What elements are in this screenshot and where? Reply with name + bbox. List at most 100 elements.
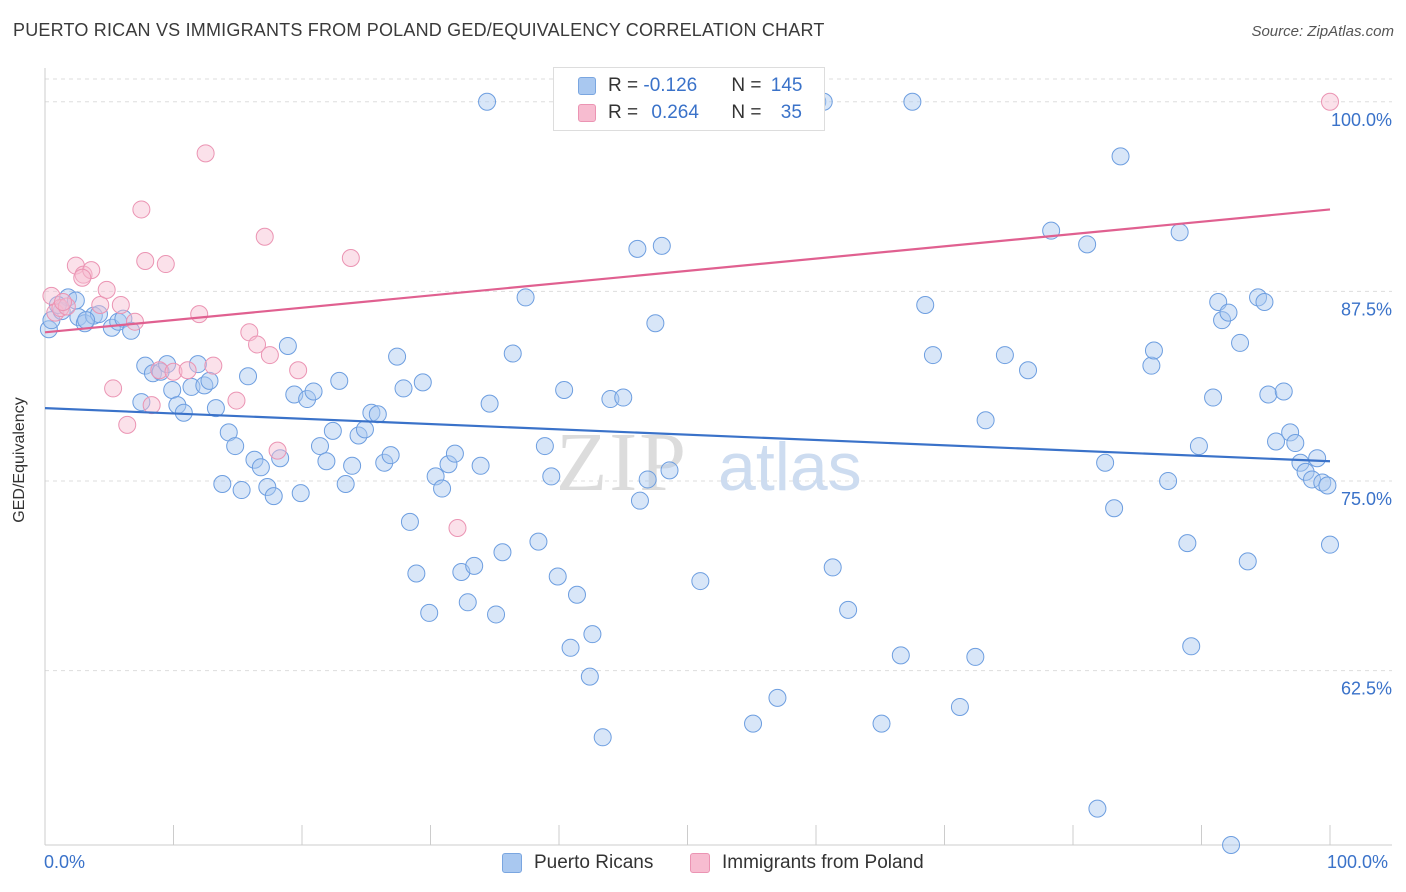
data-point bbox=[1274, 382, 1293, 401]
legend-n-value: 35 bbox=[780, 102, 802, 123]
y-tick-label: 100.0% bbox=[1331, 110, 1392, 130]
data-point bbox=[891, 646, 910, 665]
data-point bbox=[413, 373, 432, 392]
data-point bbox=[310, 437, 329, 456]
data-point bbox=[516, 288, 535, 307]
data-point bbox=[593, 728, 612, 747]
chart-title: PUERTO RICAN VS IMMIGRANTS FROM POLAND G… bbox=[13, 20, 825, 40]
series-puerto-ricans bbox=[39, 92, 1339, 854]
data-point bbox=[132, 393, 151, 412]
data-point bbox=[190, 305, 209, 324]
data-point bbox=[1213, 311, 1232, 330]
data-point bbox=[535, 437, 554, 456]
data-point bbox=[1308, 449, 1327, 468]
data-point bbox=[298, 390, 317, 409]
y-tick-label: 62.5% bbox=[1341, 679, 1392, 699]
data-point bbox=[1222, 836, 1241, 854]
data-point bbox=[268, 441, 287, 460]
data-point bbox=[995, 346, 1014, 365]
data-point bbox=[232, 481, 251, 500]
data-point bbox=[529, 532, 548, 551]
watermark: ZIP atlas bbox=[556, 416, 862, 509]
data-point bbox=[601, 390, 620, 409]
data-point bbox=[903, 92, 922, 111]
data-point bbox=[368, 405, 387, 424]
data-point bbox=[278, 336, 297, 355]
legend-r-value: 0.264 bbox=[651, 102, 699, 123]
data-point bbox=[872, 714, 891, 733]
data-point bbox=[638, 470, 657, 489]
data-point bbox=[111, 296, 130, 315]
data-point bbox=[164, 362, 183, 381]
data-point bbox=[260, 346, 279, 365]
data-point bbox=[136, 356, 155, 375]
correlation-legend: R = -0.126 N = 145 R = 0.264 N = 35 bbox=[553, 67, 825, 131]
data-point bbox=[200, 371, 219, 390]
data-point bbox=[178, 361, 197, 380]
data-point bbox=[248, 335, 267, 354]
bottom-legend-puerto-ricans: Puerto Ricans bbox=[502, 852, 653, 874]
data-point bbox=[1189, 437, 1208, 456]
data-point bbox=[188, 355, 207, 374]
data-point bbox=[375, 453, 394, 472]
data-point bbox=[433, 479, 452, 498]
data-point bbox=[614, 388, 633, 407]
data-point bbox=[245, 450, 264, 469]
data-point bbox=[66, 291, 85, 310]
bottom-legend-immigrants-from-poland: Immigrants from Poland bbox=[690, 852, 924, 874]
data-point bbox=[493, 543, 512, 562]
data-point bbox=[400, 512, 419, 531]
data-point bbox=[341, 248, 360, 267]
data-point bbox=[823, 558, 842, 577]
data-point bbox=[1178, 534, 1197, 553]
bottom-legend-label-immigrants-from-poland: Immigrants from Poland bbox=[722, 852, 924, 873]
data-point bbox=[448, 518, 467, 537]
data-point bbox=[420, 603, 439, 622]
data-point bbox=[227, 391, 246, 410]
data-point bbox=[976, 411, 995, 430]
data-point bbox=[343, 456, 362, 475]
data-point bbox=[1170, 223, 1189, 242]
data-point bbox=[1142, 356, 1161, 375]
data-point bbox=[104, 379, 123, 398]
data-point bbox=[330, 371, 349, 390]
data-point bbox=[471, 456, 490, 475]
legend-n-label: N = bbox=[731, 75, 767, 96]
data-point bbox=[1318, 476, 1337, 495]
data-point bbox=[182, 377, 201, 396]
data-point bbox=[323, 421, 342, 440]
legend-swatch-blue bbox=[578, 77, 596, 95]
data-point bbox=[744, 714, 763, 733]
data-point bbox=[1286, 434, 1305, 453]
x-tick-label-max: 100.0% bbox=[1327, 852, 1389, 872]
data-point bbox=[1204, 388, 1223, 407]
trend-line-immigrants-from-poland bbox=[44, 208, 1331, 334]
data-point bbox=[151, 362, 170, 381]
data-point bbox=[239, 367, 258, 386]
data-point bbox=[407, 564, 426, 583]
data-point bbox=[1096, 453, 1115, 472]
data-point bbox=[132, 200, 151, 219]
data-point bbox=[1159, 471, 1178, 490]
data-point bbox=[163, 380, 182, 399]
bottom-legend-swatch-blue bbox=[502, 853, 522, 873]
data-point bbox=[264, 487, 283, 506]
data-point bbox=[646, 314, 665, 333]
data-point bbox=[458, 593, 477, 612]
y-tick-label: 75.0% bbox=[1341, 489, 1392, 509]
data-point bbox=[289, 361, 308, 380]
data-point bbox=[291, 484, 310, 503]
legend-r-value: -0.126 bbox=[643, 75, 698, 96]
data-point bbox=[1105, 499, 1124, 518]
data-point bbox=[768, 688, 787, 707]
data-point bbox=[465, 556, 484, 575]
data-point bbox=[950, 697, 969, 716]
data-point bbox=[628, 239, 647, 258]
y-tick-labels: 62.5% 75.0% 87.5% 100.0% bbox=[1331, 110, 1392, 699]
data-point bbox=[304, 382, 323, 401]
data-point bbox=[1296, 462, 1315, 481]
bottom-legend-swatch-pink bbox=[690, 853, 710, 873]
data-point bbox=[122, 321, 141, 340]
legend-row-immigrants-from-poland: R = 0.264 N = 35 bbox=[578, 101, 802, 125]
data-point bbox=[503, 344, 522, 363]
